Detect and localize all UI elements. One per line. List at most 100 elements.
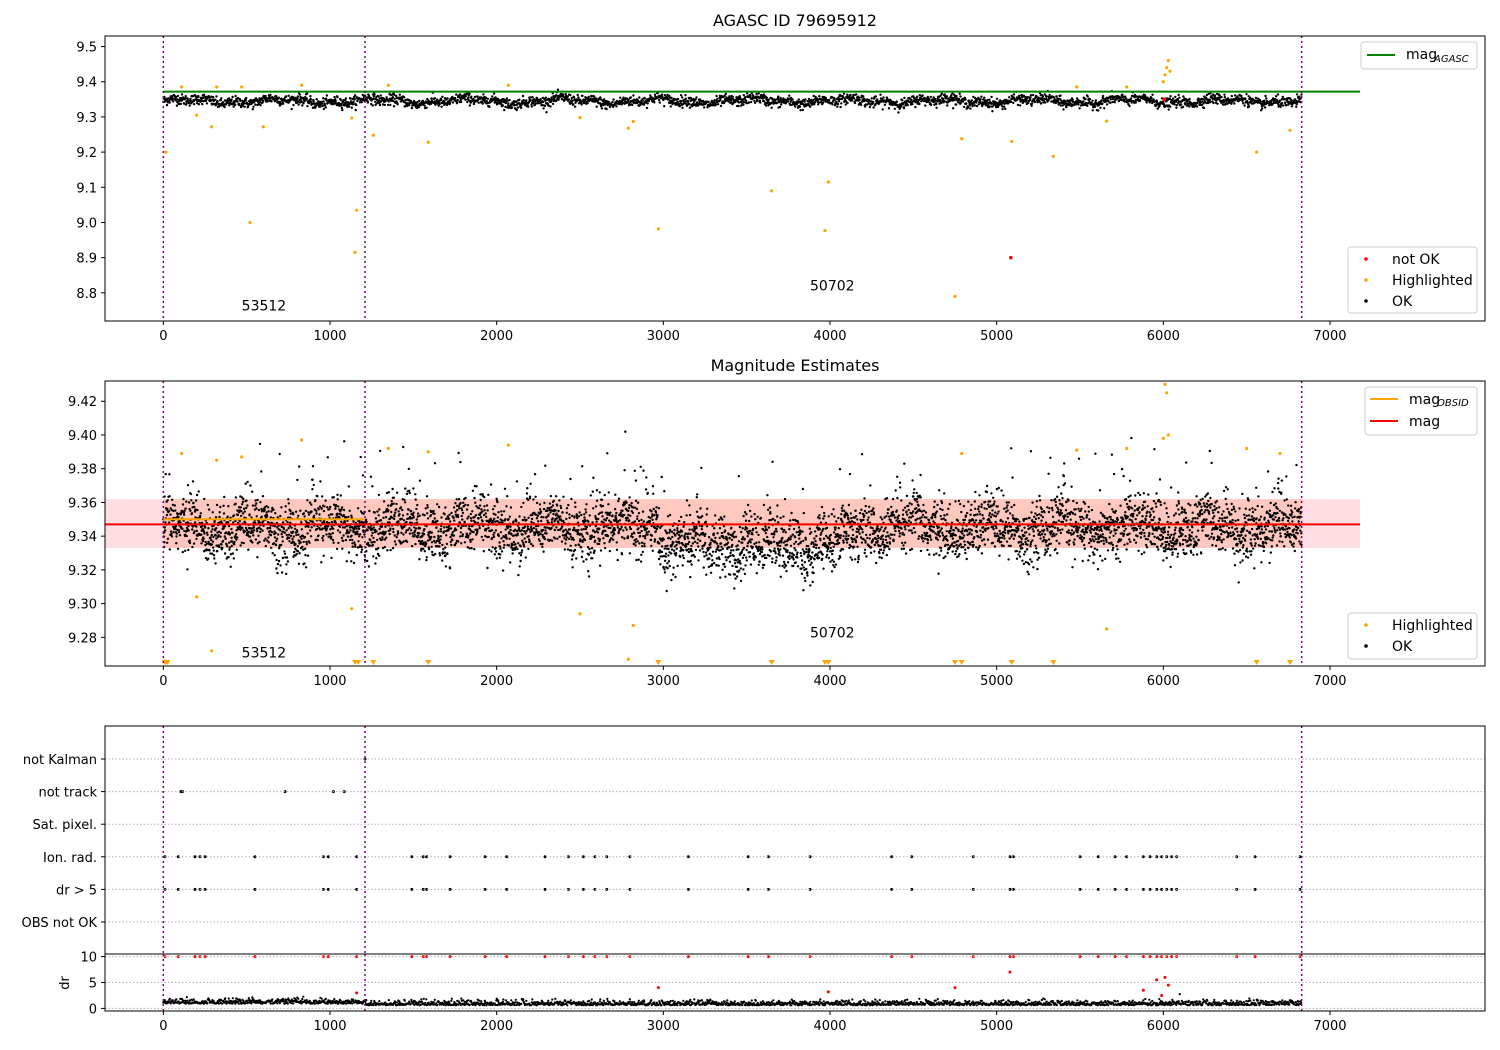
ok-point bbox=[314, 498, 317, 502]
ok-point bbox=[191, 545, 194, 549]
ok-point bbox=[977, 103, 980, 106]
ok-point bbox=[187, 529, 190, 532]
ok-point bbox=[467, 534, 470, 537]
ok-point bbox=[222, 512, 226, 515]
ok-point bbox=[449, 527, 453, 530]
ok-point bbox=[494, 550, 498, 553]
ok-point bbox=[426, 504, 429, 507]
ok-point bbox=[262, 520, 265, 523]
ok-point bbox=[361, 93, 364, 97]
ok-point bbox=[309, 100, 313, 103]
ok-point bbox=[527, 547, 530, 551]
ok-point bbox=[176, 513, 179, 516]
ok-point bbox=[258, 540, 261, 544]
ok-point bbox=[438, 102, 441, 106]
ok-point bbox=[251, 490, 254, 493]
x-tick-label: 4000 bbox=[813, 329, 846, 344]
ok-point bbox=[168, 495, 171, 498]
ok-point bbox=[350, 514, 353, 517]
ok-point bbox=[228, 104, 231, 107]
ok-point bbox=[415, 507, 418, 511]
ok-point bbox=[701, 99, 705, 103]
ok-point bbox=[486, 97, 489, 101]
ok-point bbox=[230, 98, 233, 101]
ok-point bbox=[418, 514, 421, 517]
ok-point bbox=[179, 512, 183, 515]
ok-point bbox=[687, 102, 691, 106]
ok-point bbox=[444, 517, 448, 520]
ok-point bbox=[471, 510, 474, 513]
ok-point bbox=[426, 517, 430, 520]
ok-point bbox=[221, 101, 225, 104]
ok-point bbox=[509, 525, 512, 528]
ok-point bbox=[983, 96, 986, 99]
ok-point bbox=[337, 505, 340, 508]
ok-point bbox=[201, 96, 205, 100]
ok-point bbox=[526, 525, 529, 528]
ok-point bbox=[660, 93, 664, 96]
ok-point bbox=[1002, 105, 1006, 108]
ok-point bbox=[220, 97, 223, 100]
ok-point bbox=[1145, 101, 1148, 104]
ok-point bbox=[510, 106, 514, 109]
ok-point bbox=[217, 534, 220, 537]
ok-point bbox=[281, 556, 285, 560]
ok-point bbox=[836, 102, 840, 106]
ok-point bbox=[530, 520, 533, 524]
ok-point bbox=[211, 511, 214, 514]
ok-point bbox=[353, 525, 357, 528]
ok-point bbox=[207, 527, 210, 530]
ok-point bbox=[189, 509, 192, 512]
ok-point bbox=[276, 100, 279, 103]
ok-point bbox=[307, 525, 310, 529]
ok-point bbox=[352, 561, 356, 565]
ok-point bbox=[425, 106, 428, 110]
ok-point bbox=[269, 534, 273, 537]
ok-point bbox=[778, 105, 782, 109]
ok-point bbox=[206, 503, 209, 507]
ok-point bbox=[211, 540, 215, 543]
ok-point bbox=[344, 538, 348, 542]
ok-point bbox=[282, 102, 285, 105]
ok-point bbox=[449, 535, 452, 539]
ok-point bbox=[1295, 105, 1298, 108]
ok-point bbox=[440, 98, 443, 102]
highlighted-point bbox=[656, 227, 660, 231]
ok-point bbox=[1101, 94, 1105, 98]
ok-point bbox=[200, 99, 203, 103]
ok-point bbox=[382, 500, 386, 503]
ok-point bbox=[275, 558, 278, 562]
ok-point bbox=[232, 514, 236, 517]
ok-point bbox=[214, 529, 217, 532]
ok-point bbox=[1012, 101, 1015, 105]
ok-point bbox=[1121, 95, 1125, 99]
ok-point bbox=[186, 568, 189, 571]
ok-point bbox=[456, 515, 460, 519]
ok-point bbox=[459, 460, 462, 464]
ok-point bbox=[477, 517, 480, 520]
ok-point bbox=[168, 548, 171, 551]
ok-point bbox=[543, 104, 547, 108]
ok-point bbox=[719, 98, 722, 102]
ok-point bbox=[215, 95, 218, 98]
ok-point bbox=[203, 532, 206, 535]
ok-point bbox=[694, 98, 697, 101]
ok-point bbox=[455, 498, 458, 501]
ok-point bbox=[776, 101, 779, 104]
ok-point bbox=[526, 487, 529, 490]
ok-point bbox=[448, 101, 452, 105]
ok-point bbox=[602, 98, 606, 101]
ok-point bbox=[241, 512, 245, 515]
ok-point bbox=[451, 95, 454, 99]
highlighted-point bbox=[506, 83, 510, 87]
ok-point bbox=[737, 101, 741, 104]
ok-point bbox=[901, 99, 904, 102]
ok-point bbox=[274, 512, 277, 515]
ok-point bbox=[296, 478, 299, 482]
ok-point bbox=[311, 488, 314, 491]
ok-point bbox=[298, 93, 301, 96]
ok-point bbox=[460, 542, 463, 545]
ok-point bbox=[489, 483, 493, 486]
ok-point bbox=[546, 509, 549, 512]
